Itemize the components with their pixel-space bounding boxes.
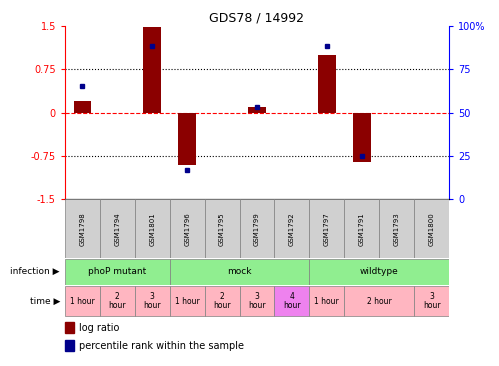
Text: percentile rank within the sample: percentile rank within the sample xyxy=(79,341,244,351)
Text: 2
hour: 2 hour xyxy=(108,292,126,310)
Text: infection ▶: infection ▶ xyxy=(10,267,60,276)
Text: GSM1800: GSM1800 xyxy=(429,212,435,246)
FancyBboxPatch shape xyxy=(65,258,170,285)
Text: 3
hour: 3 hour xyxy=(423,292,441,310)
Text: GSM1797: GSM1797 xyxy=(324,212,330,246)
FancyBboxPatch shape xyxy=(379,199,414,258)
FancyBboxPatch shape xyxy=(274,199,309,258)
FancyBboxPatch shape xyxy=(135,199,170,258)
FancyBboxPatch shape xyxy=(65,199,100,258)
FancyBboxPatch shape xyxy=(170,199,205,258)
Bar xyxy=(318,55,335,113)
Bar xyxy=(144,27,161,113)
FancyBboxPatch shape xyxy=(135,286,170,316)
FancyBboxPatch shape xyxy=(65,286,100,316)
FancyBboxPatch shape xyxy=(205,199,240,258)
Text: 4
hour: 4 hour xyxy=(283,292,301,310)
Text: GSM1793: GSM1793 xyxy=(394,212,400,246)
Title: GDS78 / 14992: GDS78 / 14992 xyxy=(210,11,304,25)
Text: GSM1799: GSM1799 xyxy=(254,212,260,246)
Text: mock: mock xyxy=(227,267,252,276)
Bar xyxy=(248,107,265,113)
Text: time ▶: time ▶ xyxy=(29,296,60,306)
Text: GSM1794: GSM1794 xyxy=(114,212,120,246)
FancyBboxPatch shape xyxy=(100,286,135,316)
Text: 1 hour: 1 hour xyxy=(314,296,339,306)
Text: phoP mutant: phoP mutant xyxy=(88,267,146,276)
Text: 3
hour: 3 hour xyxy=(248,292,266,310)
FancyBboxPatch shape xyxy=(100,199,135,258)
Text: 2
hour: 2 hour xyxy=(213,292,231,310)
Bar xyxy=(353,113,370,162)
Text: log ratio: log ratio xyxy=(79,322,119,333)
FancyBboxPatch shape xyxy=(414,286,449,316)
Text: 3
hour: 3 hour xyxy=(143,292,161,310)
FancyBboxPatch shape xyxy=(309,199,344,258)
Bar xyxy=(74,101,91,113)
FancyBboxPatch shape xyxy=(274,286,309,316)
Text: GSM1792: GSM1792 xyxy=(289,212,295,246)
FancyBboxPatch shape xyxy=(240,286,274,316)
FancyBboxPatch shape xyxy=(309,258,449,285)
FancyBboxPatch shape xyxy=(205,286,240,316)
FancyBboxPatch shape xyxy=(170,258,309,285)
Text: 1 hour: 1 hour xyxy=(175,296,200,306)
Text: 2 hour: 2 hour xyxy=(367,296,392,306)
Text: GSM1795: GSM1795 xyxy=(219,212,225,246)
FancyBboxPatch shape xyxy=(170,286,205,316)
FancyBboxPatch shape xyxy=(240,199,274,258)
Text: GSM1796: GSM1796 xyxy=(184,212,190,246)
Text: GSM1791: GSM1791 xyxy=(359,212,365,246)
Text: GSM1798: GSM1798 xyxy=(79,212,85,246)
Bar xyxy=(179,113,196,165)
FancyBboxPatch shape xyxy=(344,286,414,316)
Text: wildtype: wildtype xyxy=(360,267,399,276)
FancyBboxPatch shape xyxy=(344,199,379,258)
FancyBboxPatch shape xyxy=(414,199,449,258)
Text: 1 hour: 1 hour xyxy=(70,296,95,306)
FancyBboxPatch shape xyxy=(309,286,344,316)
Text: GSM1801: GSM1801 xyxy=(149,212,155,246)
